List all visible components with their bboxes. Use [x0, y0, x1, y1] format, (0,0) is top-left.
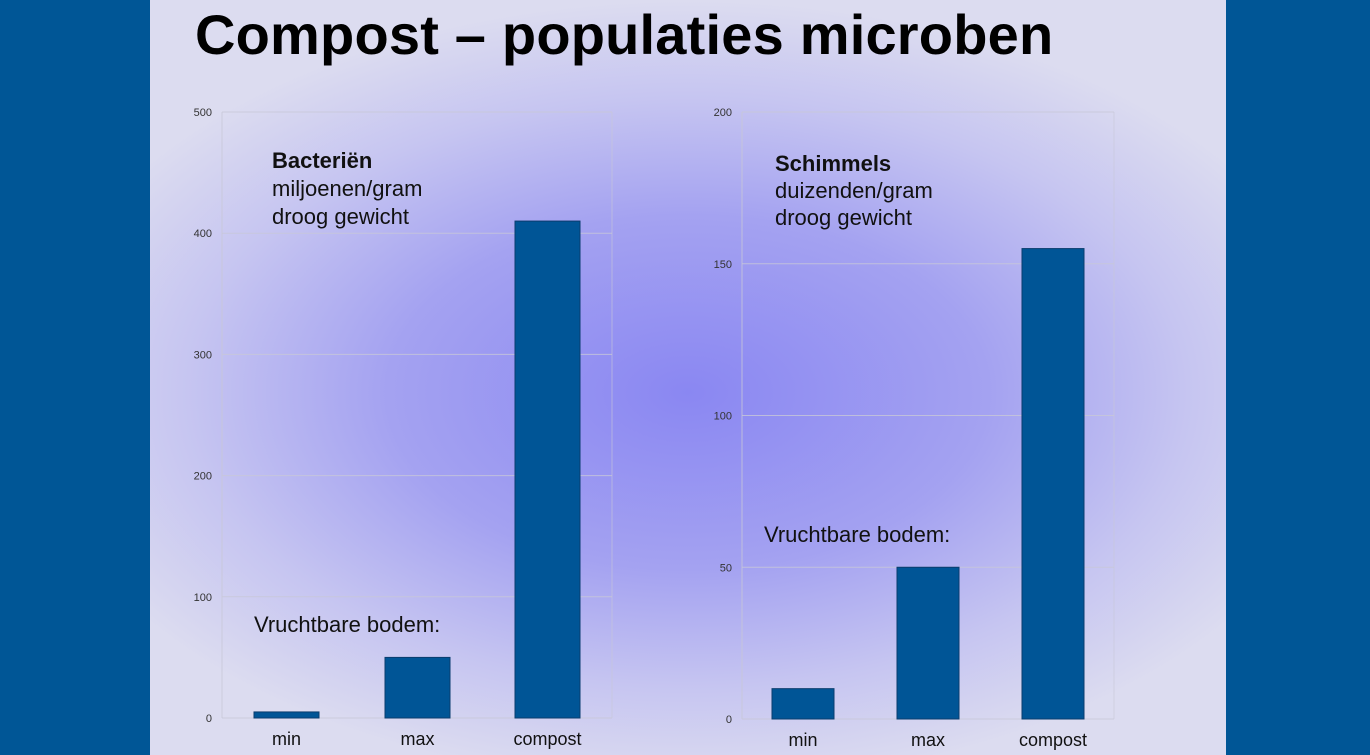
bacteria-category-label: compost	[513, 729, 581, 749]
bacteria-chart-title: Bacteriën	[272, 148, 372, 173]
bacteria-chart-subtitle: miljoenen/gram	[272, 176, 422, 201]
fungi-annotation: Vruchtbare bodem:	[764, 522, 950, 547]
bacteria-y-tick-label: 400	[194, 228, 212, 240]
fungi-bar-compost	[1021, 248, 1085, 720]
bacteria-y-tick-label: 0	[206, 713, 212, 725]
fungi-bar-min	[771, 688, 835, 720]
bacteria-y-tick-label: 200	[194, 471, 212, 483]
bacteria-category-label: min	[272, 729, 301, 749]
bacteria-category-label: max	[400, 729, 434, 749]
fungi-y-tick-label: 200	[714, 107, 732, 119]
fungi-y-tick-label: 50	[720, 562, 732, 574]
bacteria-annotation: Vruchtbare bodem:	[254, 612, 440, 637]
bacteria-y-tick-label: 500	[194, 107, 212, 119]
bacteria-bar-min	[253, 711, 320, 719]
bacteria-bar-max	[384, 656, 451, 719]
bacteria-y-tick-label: 300	[194, 349, 212, 361]
slide-title: Compost – populaties microben	[195, 3, 1054, 66]
fungi-y-tick-label: 0	[726, 714, 732, 726]
bacteria-y-tick-label: 100	[194, 592, 212, 604]
fungi-chart-title: Schimmels	[775, 151, 891, 176]
bacteria-bar-compost	[514, 220, 581, 719]
bacteria-chart-subtitle: droog gewicht	[272, 204, 409, 229]
fungi-y-tick-label: 100	[714, 411, 732, 423]
fungi-y-tick-label: 150	[714, 259, 732, 271]
fungi-category-label: min	[788, 730, 817, 750]
fungi-bar-max	[896, 566, 960, 720]
fungi-category-label: max	[911, 730, 945, 750]
fungi-chart-subtitle: droog gewicht	[775, 205, 912, 230]
fungi-chart-subtitle: duizenden/gram	[775, 178, 933, 203]
fungi-category-label: compost	[1019, 730, 1087, 750]
